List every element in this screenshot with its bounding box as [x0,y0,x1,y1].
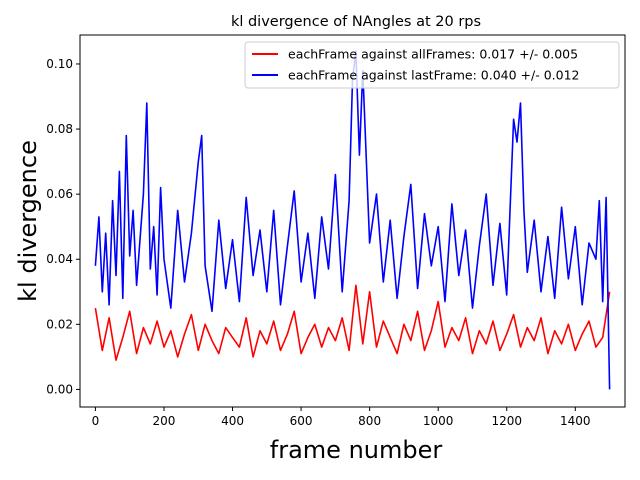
chart-title: kl divergence of NAngles at 20 rps [231,14,481,30]
x-tick-label: 1000 [423,414,454,428]
x-tick-label: 200 [153,414,176,428]
y-tick-label: 0.06 [46,187,73,201]
x-axis-label: frame number [270,436,443,464]
legend: eachFrame against allFrames: 0.017 +/- 0… [244,41,620,89]
x-tick-label: 400 [221,414,244,428]
series-lines [94,50,611,390]
y-axis-label: kl divergence [14,140,42,302]
plot-area [79,34,626,408]
legend-label-series-2: eachFrame against lastFrame: 0.040 +/- 0… [288,68,580,83]
x-tick-label: 1200 [491,414,522,428]
y-tick-label: 0.04 [46,252,73,266]
y-tick-label: 0.00 [46,382,73,396]
x-tick-label: 0 [92,414,100,428]
x-tick-label: 600 [290,414,313,428]
y-tick-label: 0.02 [46,317,73,331]
x-tick-label: 1400 [560,414,591,428]
series-line-1 [94,284,611,361]
legend-label-series-1: eachFrame against allFrames: 0.017 +/- 0… [288,47,578,62]
legend-box [244,41,620,89]
series-line-2 [94,50,611,390]
y-tick-label: 0.08 [46,122,73,136]
x-tick-label: 800 [358,414,381,428]
y-tick-label: 0.10 [46,57,73,71]
x-axis: 0 200 400 600 800 1000 1200 1400 [92,407,591,428]
y-axis: 0.00 0.02 0.04 0.06 0.08 0.10 [46,57,80,396]
